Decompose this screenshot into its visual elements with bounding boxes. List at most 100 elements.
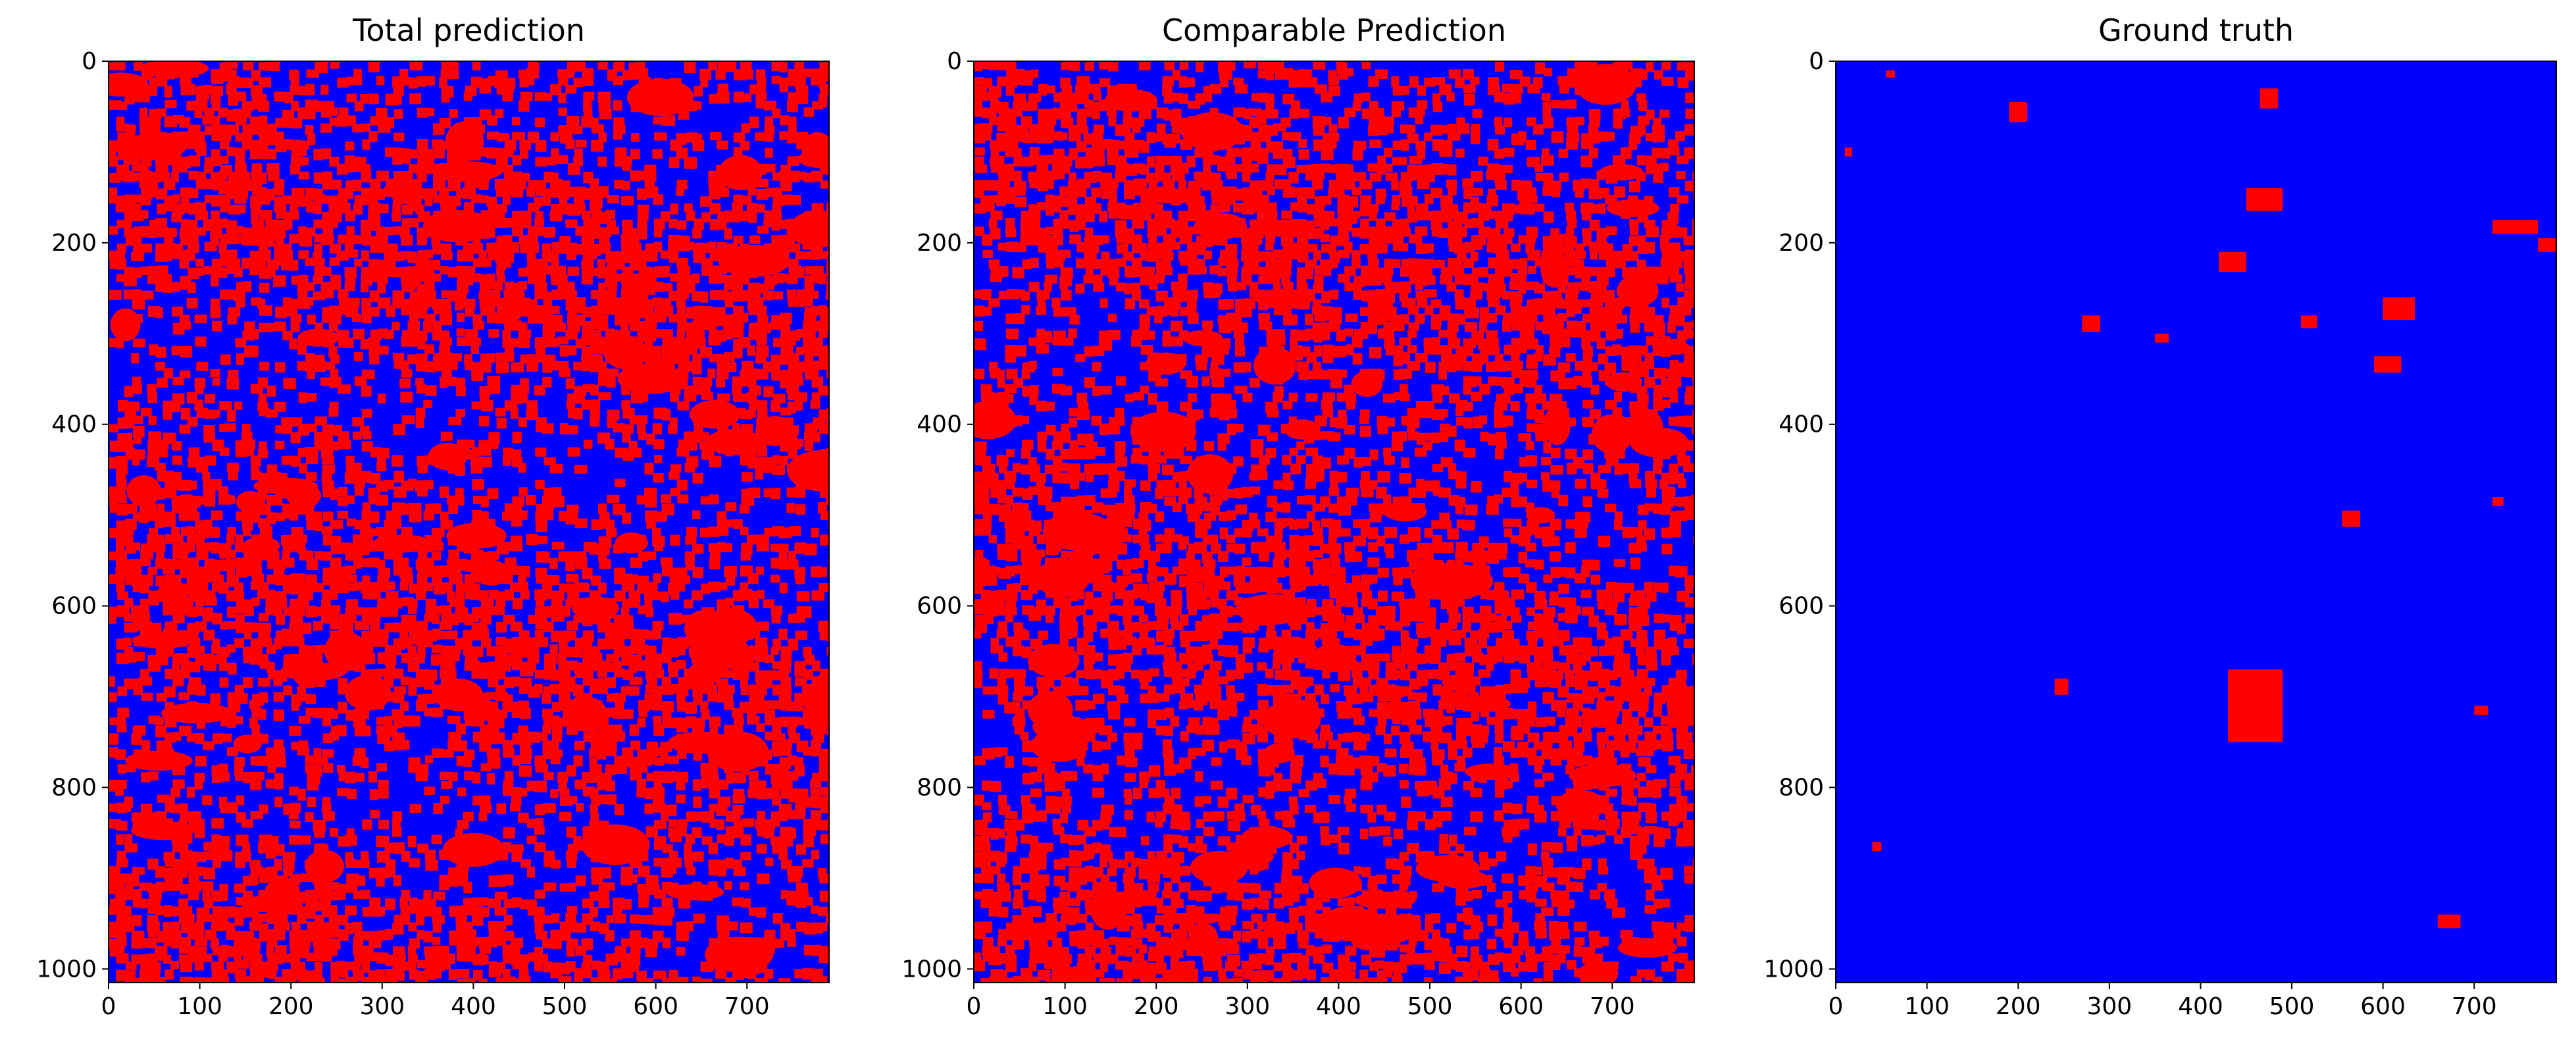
ground-truth-patch xyxy=(2260,88,2279,109)
class-1-blob xyxy=(1183,330,1223,347)
class-1-blob xyxy=(1453,695,1511,713)
class-1-blob xyxy=(1027,691,1073,729)
class-1-blob xyxy=(293,660,327,688)
ground-truth-patch xyxy=(1886,70,1896,78)
ground-truth-patch xyxy=(2228,669,2283,742)
class-1-blob xyxy=(1617,938,1677,958)
class-1-blob xyxy=(110,308,141,342)
ground-truth-patch xyxy=(2054,678,2069,695)
class-1-blob xyxy=(755,416,795,446)
y-tick-label: 0 xyxy=(1809,48,1824,75)
x-tick-label: 100 xyxy=(177,993,222,1020)
x-tick-label: 0 xyxy=(967,993,982,1020)
x-tick-label: 200 xyxy=(1996,993,2041,1020)
class-1-blob xyxy=(139,61,209,78)
class-1-blob xyxy=(1630,427,1689,458)
class-1-blob xyxy=(789,210,829,248)
ground-truth-patch xyxy=(2474,706,2488,715)
x-tick-label: 400 xyxy=(451,993,496,1020)
class-1-blob xyxy=(801,132,829,165)
panel-total-prediction: Total prediction 0 100 200 300 400 500 600 700 0 2… xyxy=(0,0,862,1055)
ground-truth-patch xyxy=(2219,251,2246,272)
ground-truth-patch xyxy=(2538,238,2556,252)
y-tick-label: 600 xyxy=(51,593,97,620)
class-1-blob xyxy=(126,475,161,507)
y-tick-label: 200 xyxy=(917,230,962,257)
ground-truth-patch xyxy=(2373,356,2402,373)
class-1-blob xyxy=(1062,719,1103,736)
x-tick-label: 600 xyxy=(2360,993,2406,1020)
class-1-blob xyxy=(666,883,724,900)
x-tick-label: 300 xyxy=(2086,993,2132,1020)
class-1-blob xyxy=(125,750,193,771)
class-1-blob xyxy=(1666,686,1694,725)
class-1-blob xyxy=(1104,89,1157,112)
y-tick-label: 200 xyxy=(1779,230,1824,257)
class-1-blob xyxy=(297,328,340,347)
class-1-blob xyxy=(1309,867,1362,898)
chart-title: Ground truth xyxy=(2098,13,2294,48)
class-1-blob xyxy=(1188,922,1219,957)
class-1-blob xyxy=(1062,519,1125,555)
class-1-blob xyxy=(1351,933,1398,951)
class-1-blob xyxy=(1383,502,1427,522)
class-1-blob xyxy=(305,850,345,883)
x-tick-label: 300 xyxy=(1225,993,1270,1020)
class-1-blob xyxy=(1146,352,1186,375)
class-1-blob xyxy=(1055,966,1097,983)
ground-truth-patch xyxy=(2155,333,2169,343)
y-tick-label: 800 xyxy=(1779,774,1824,801)
x-tick-label: 500 xyxy=(1407,993,1453,1020)
class-1-blob xyxy=(109,72,149,97)
y-tick-label: 200 xyxy=(51,230,97,257)
class-1-blob xyxy=(157,580,188,607)
ground-truth-patch xyxy=(2383,297,2415,321)
y-tick-label: 0 xyxy=(82,48,97,75)
y-tick-label: 400 xyxy=(51,411,97,438)
background-class-0 xyxy=(1836,61,2556,983)
class-1-blob xyxy=(1591,414,1633,454)
class-1-blob xyxy=(1575,64,1637,105)
chart-svg: Total prediction 0 100 200 300 400 500 600 700 0 2… xyxy=(36,13,830,1020)
chart-svg: Ground truth 0 100 200 300 400 500 600 700 0 200 40… xyxy=(1763,13,2557,1020)
class-1-blob xyxy=(571,596,619,619)
y-tick-label: 1000 xyxy=(901,956,962,983)
class-1-blob xyxy=(718,244,790,277)
class-1-blob xyxy=(787,450,829,492)
ground-truth-patch xyxy=(2246,188,2283,211)
class-1-blob xyxy=(1415,855,1480,882)
class-1-blob xyxy=(132,632,191,649)
axes-frame xyxy=(1835,61,2557,983)
class-1-blob xyxy=(372,534,433,553)
panel-ground-truth: Ground truth 0 100 200 300 400 500 600 700 0 200 40… xyxy=(1721,0,2576,1055)
y-tick-label: 600 xyxy=(917,593,962,620)
x-tick-label: 700 xyxy=(724,993,770,1020)
class-1-blob xyxy=(428,442,468,471)
class-1-blob xyxy=(707,731,769,772)
class-1-blob xyxy=(1181,112,1244,151)
class-1-blob xyxy=(811,672,829,711)
class-1-blob xyxy=(563,696,608,732)
class-1-blob xyxy=(1028,644,1080,677)
x-tick-label: 700 xyxy=(2452,993,2497,1020)
class-1-blob xyxy=(445,121,484,162)
ground-truth-patch xyxy=(2009,102,2028,122)
class-1-blob xyxy=(1090,888,1126,930)
class-1-blob xyxy=(1194,213,1247,240)
class-1-blob xyxy=(1599,164,1644,181)
class-1-blob xyxy=(1605,372,1642,392)
class-1-blob xyxy=(1030,729,1088,762)
axes-frame xyxy=(108,61,830,983)
chart-title: Total prediction xyxy=(352,13,585,48)
class-1-blob xyxy=(131,821,195,840)
class-1-blob xyxy=(344,675,391,711)
chart-svg: Comparable Prediction 0 100 200 300 400 500 600… xyxy=(901,13,1695,1020)
class-1-blob xyxy=(704,937,774,973)
y-tick-label: 1000 xyxy=(1763,956,1824,983)
class-1-blob xyxy=(1526,507,1555,524)
class-1-blob xyxy=(324,630,366,671)
class-1-blob xyxy=(1606,199,1660,217)
x-tick-label: 400 xyxy=(1316,993,1361,1020)
class-1-blob xyxy=(1465,763,1519,781)
class-1-blob xyxy=(264,877,301,910)
